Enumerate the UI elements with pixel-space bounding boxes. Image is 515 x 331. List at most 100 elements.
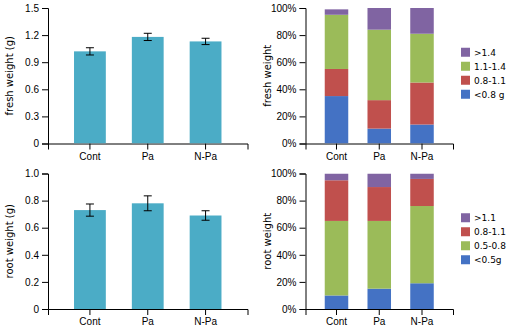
y-axis: 0%20%40%60%80%100% bbox=[271, 3, 306, 150]
x-tick-mark bbox=[379, 144, 380, 150]
bar-segment bbox=[367, 8, 391, 30]
y-tick: 100% bbox=[271, 168, 306, 179]
y-tick: 0.8 bbox=[25, 195, 48, 206]
legend-label: 0.8-1.1 bbox=[474, 76, 506, 86]
legend-swatch bbox=[461, 255, 470, 264]
bar-segment bbox=[410, 206, 434, 283]
bar-segment bbox=[410, 83, 434, 125]
y-tick: 0.3 bbox=[25, 111, 48, 122]
x-tick-label: Pa bbox=[373, 316, 386, 327]
bar bbox=[132, 37, 164, 144]
bar-segment bbox=[367, 187, 391, 221]
error-bar bbox=[86, 48, 94, 55]
y-tick: 80% bbox=[276, 30, 305, 41]
x-axis-line bbox=[49, 144, 249, 150]
x-tick-label: Pa bbox=[373, 151, 386, 162]
x-tick: Cont bbox=[326, 309, 347, 327]
x-tick: N-Pa bbox=[194, 309, 217, 327]
y-tick: 60% bbox=[276, 57, 305, 68]
legend-item: 0.8-1.1 bbox=[461, 76, 506, 86]
y-tick: 20% bbox=[276, 111, 305, 122]
y-tick-mark bbox=[300, 89, 306, 90]
y-tick-mark bbox=[300, 8, 306, 9]
y-axis: 00.20.40.60.81.0 bbox=[25, 168, 48, 315]
x-tick-mark bbox=[89, 144, 90, 150]
x-tick: N-Pa bbox=[411, 144, 434, 162]
y-tick-label: 80% bbox=[276, 195, 296, 206]
x-tick-mark bbox=[336, 309, 337, 315]
y-tick: 40% bbox=[276, 250, 305, 261]
series bbox=[325, 174, 434, 188]
y-tick-label: 0.4 bbox=[25, 250, 39, 261]
y-tick-mark bbox=[300, 228, 306, 229]
x-tick-mark bbox=[205, 144, 206, 150]
x-tick-mark bbox=[147, 309, 148, 315]
panel: 0%20%40%60%80%100%ContPaN-Paroot weight>… bbox=[262, 168, 507, 327]
y-tick-label: 1.5 bbox=[25, 3, 39, 14]
y-tick-mark bbox=[42, 309, 48, 310]
y-tick-label: 20% bbox=[276, 111, 296, 122]
bar-segment bbox=[367, 174, 391, 188]
y-tick-mark bbox=[42, 35, 48, 36]
x-tick: Pa bbox=[142, 144, 155, 162]
x-tick-mark bbox=[89, 309, 90, 315]
panel: 00.20.40.60.81.0ContPaN-Paroot weight (g… bbox=[4, 168, 248, 327]
plot-area bbox=[74, 196, 221, 309]
x-tick-label: Cont bbox=[326, 151, 347, 162]
bar-segment bbox=[410, 125, 434, 144]
x-tick-label: Cont bbox=[326, 316, 347, 327]
x-tick-label: Cont bbox=[79, 316, 100, 327]
panel: 0%20%40%60%80%100%ContPaN-Pafresh weight… bbox=[262, 3, 507, 162]
legend-swatch bbox=[461, 90, 470, 99]
x-axis-line bbox=[306, 310, 454, 316]
bar-segment bbox=[367, 221, 391, 289]
y-tick-mark bbox=[300, 309, 306, 310]
series bbox=[325, 8, 434, 34]
y-axis-line bbox=[42, 9, 49, 145]
y-tick: 0.9 bbox=[25, 57, 48, 68]
y-tick-mark bbox=[300, 201, 306, 202]
x-tick-mark bbox=[379, 309, 380, 315]
y-tick-mark bbox=[42, 282, 48, 283]
y-tick-mark bbox=[42, 228, 48, 229]
y-axis: 00.30.60.91.21.5 bbox=[25, 3, 48, 150]
x-tick-label: Cont bbox=[79, 151, 100, 162]
error-bar bbox=[86, 204, 94, 216]
y-tick-label: 40% bbox=[276, 250, 296, 261]
y-tick-label: 60% bbox=[276, 222, 296, 233]
x-tick-label: Pa bbox=[142, 151, 155, 162]
y-tick-label: 1.2 bbox=[25, 30, 39, 41]
legend-item: <0.8 g bbox=[461, 90, 504, 100]
x-tick: Pa bbox=[373, 144, 386, 162]
legend-item: 0.8-1.1 bbox=[461, 227, 506, 237]
y-tick-mark bbox=[300, 144, 306, 145]
error-bar bbox=[144, 196, 152, 211]
y-tick-label: 1.0 bbox=[25, 168, 39, 179]
y-tick: 0 bbox=[33, 138, 48, 149]
x-tick-label: N-Pa bbox=[194, 316, 217, 327]
y-tick: 60% bbox=[276, 222, 305, 233]
y-axis-title: fresh weight bbox=[262, 45, 273, 107]
bar-segment bbox=[410, 179, 434, 206]
plot-area bbox=[325, 8, 434, 144]
y-tick: 100% bbox=[271, 3, 306, 14]
legend-label: 0.5-0.8 bbox=[474, 241, 506, 251]
x-tick: N-Pa bbox=[194, 144, 217, 162]
plot-area bbox=[74, 33, 221, 143]
y-tick-mark bbox=[42, 174, 48, 175]
y-axis-title: root weight bbox=[262, 213, 273, 270]
y-tick-label: 20% bbox=[276, 277, 296, 288]
y-tick-mark bbox=[42, 62, 48, 63]
bar-segment bbox=[410, 8, 434, 34]
plot-area bbox=[325, 174, 434, 310]
x-axis-line bbox=[49, 310, 249, 316]
y-tick-label: 0.3 bbox=[25, 111, 39, 122]
y-tick-mark bbox=[300, 35, 306, 36]
y-tick: 0.4 bbox=[25, 250, 48, 261]
y-tick-label: 0 bbox=[33, 138, 39, 149]
x-tick-label: N-Pa bbox=[411, 316, 434, 327]
y-tick-mark bbox=[300, 174, 306, 175]
y-tick-label: 0.2 bbox=[25, 277, 39, 288]
y-axis-title: fresh weight (g) bbox=[4, 36, 15, 115]
bar-segment bbox=[367, 289, 391, 309]
